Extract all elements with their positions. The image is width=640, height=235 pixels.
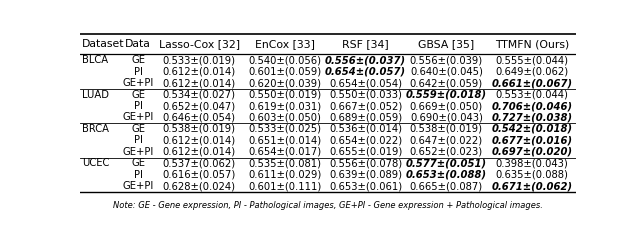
Text: 0.616±(0.057): 0.616±(0.057) xyxy=(163,170,236,180)
Text: 0.612±(0.014): 0.612±(0.014) xyxy=(163,147,236,157)
Text: GE: GE xyxy=(131,124,145,134)
Text: 0.635±(0.088): 0.635±(0.088) xyxy=(495,170,568,180)
Text: GE+PI: GE+PI xyxy=(123,113,154,122)
Text: 0.654±(0.057): 0.654±(0.057) xyxy=(325,67,406,77)
Text: Dataset: Dataset xyxy=(82,39,125,49)
Text: 0.533±(0.019): 0.533±(0.019) xyxy=(163,55,236,65)
Text: 0.665±(0.087): 0.665±(0.087) xyxy=(410,181,483,191)
Text: 0.540±(0.056): 0.540±(0.056) xyxy=(248,55,321,65)
Text: 0.653±(0.088): 0.653±(0.088) xyxy=(406,170,487,180)
Text: PI: PI xyxy=(134,170,143,180)
Text: GE: GE xyxy=(131,55,145,65)
Text: Note: GE - Gene expression, PI - Pathological images, GE+PI - Gene expression + : Note: GE - Gene expression, PI - Patholo… xyxy=(113,201,543,210)
Text: 0.667±(0.052): 0.667±(0.052) xyxy=(329,101,402,111)
Text: 0.628±(0.024): 0.628±(0.024) xyxy=(163,181,236,191)
Text: BLCA: BLCA xyxy=(82,55,108,65)
Text: 0.612±(0.014): 0.612±(0.014) xyxy=(163,135,236,145)
Text: 0.611±(0.029): 0.611±(0.029) xyxy=(248,170,321,180)
Text: 0.652±(0.047): 0.652±(0.047) xyxy=(163,101,236,111)
Text: 0.542±(0.018): 0.542±(0.018) xyxy=(492,124,572,134)
Text: 0.612±(0.014): 0.612±(0.014) xyxy=(163,78,236,88)
Text: 0.654±(0.054): 0.654±(0.054) xyxy=(329,78,402,88)
Text: 0.646±(0.054): 0.646±(0.054) xyxy=(163,113,236,122)
Text: 0.655±(0.019): 0.655±(0.019) xyxy=(329,147,402,157)
Text: PI: PI xyxy=(134,67,143,77)
Text: 0.538±(0.019): 0.538±(0.019) xyxy=(410,124,483,134)
Text: 0.661±(0.067): 0.661±(0.067) xyxy=(492,78,572,88)
Text: 0.536±(0.014): 0.536±(0.014) xyxy=(329,124,402,134)
Text: 0.654±(0.017): 0.654±(0.017) xyxy=(248,147,321,157)
Text: EnCox [33]: EnCox [33] xyxy=(255,39,315,49)
Text: 0.553±(0.044): 0.553±(0.044) xyxy=(495,90,568,100)
Text: 0.537±(0.062): 0.537±(0.062) xyxy=(163,158,236,168)
Text: GBSA [35]: GBSA [35] xyxy=(418,39,474,49)
Text: 0.556±(0.039): 0.556±(0.039) xyxy=(410,55,483,65)
Text: 0.620±(0.039): 0.620±(0.039) xyxy=(248,78,321,88)
Text: PI: PI xyxy=(134,101,143,111)
Text: UCEC: UCEC xyxy=(82,158,109,168)
Text: 0.559±(0.018): 0.559±(0.018) xyxy=(406,90,487,100)
Text: 0.577±(0.051): 0.577±(0.051) xyxy=(406,158,487,168)
Text: 0.601±(0.111): 0.601±(0.111) xyxy=(248,181,321,191)
Text: 0.652±(0.023): 0.652±(0.023) xyxy=(410,147,483,157)
Text: 0.535±(0.081): 0.535±(0.081) xyxy=(248,158,321,168)
Text: 0.654±(0.022): 0.654±(0.022) xyxy=(329,135,402,145)
Text: TTMFN (Ours): TTMFN (Ours) xyxy=(495,39,569,49)
Text: 0.697±(0.020): 0.697±(0.020) xyxy=(492,147,572,157)
Text: 0.669±(0.050): 0.669±(0.050) xyxy=(410,101,483,111)
Text: GE+PI: GE+PI xyxy=(123,181,154,191)
Text: 0.556±(0.078): 0.556±(0.078) xyxy=(329,158,402,168)
Text: 0.651±(0.014): 0.651±(0.014) xyxy=(248,135,321,145)
Text: 0.677±(0.016): 0.677±(0.016) xyxy=(492,135,572,145)
Text: 0.538±(0.019): 0.538±(0.019) xyxy=(163,124,236,134)
Text: 0.603±(0.050): 0.603±(0.050) xyxy=(248,113,321,122)
Text: BRCA: BRCA xyxy=(82,124,109,134)
Text: RSF [34]: RSF [34] xyxy=(342,39,389,49)
Text: 0.727±(0.038): 0.727±(0.038) xyxy=(492,113,572,122)
Text: 0.555±(0.044): 0.555±(0.044) xyxy=(495,55,568,65)
Text: LUAD: LUAD xyxy=(82,90,109,100)
Text: GE: GE xyxy=(131,90,145,100)
Text: 0.649±(0.062): 0.649±(0.062) xyxy=(495,67,568,77)
Text: 0.642±(0.059): 0.642±(0.059) xyxy=(410,78,483,88)
Text: 0.556±(0.037): 0.556±(0.037) xyxy=(325,55,406,65)
Text: 0.690±(0.043): 0.690±(0.043) xyxy=(410,113,483,122)
Text: GE+PI: GE+PI xyxy=(123,78,154,88)
Text: PI: PI xyxy=(134,135,143,145)
Text: 0.550±(0.033): 0.550±(0.033) xyxy=(329,90,402,100)
Text: GE: GE xyxy=(131,158,145,168)
Text: 0.640±(0.045): 0.640±(0.045) xyxy=(410,67,483,77)
Text: 0.706±(0.046): 0.706±(0.046) xyxy=(492,101,572,111)
Text: 0.612±(0.014): 0.612±(0.014) xyxy=(163,67,236,77)
Text: Lasso-Cox [32]: Lasso-Cox [32] xyxy=(159,39,240,49)
Text: 0.653±(0.061): 0.653±(0.061) xyxy=(329,181,402,191)
Text: 0.689±(0.059): 0.689±(0.059) xyxy=(329,113,402,122)
Text: Data: Data xyxy=(125,39,151,49)
Text: 0.534±(0.027): 0.534±(0.027) xyxy=(163,90,236,100)
Text: 0.398±(0.043): 0.398±(0.043) xyxy=(495,158,568,168)
Text: 0.533±(0.025): 0.533±(0.025) xyxy=(248,124,321,134)
Text: 0.619±(0.031): 0.619±(0.031) xyxy=(248,101,321,111)
Text: 0.639±(0.089): 0.639±(0.089) xyxy=(329,170,402,180)
Text: 0.671±(0.062): 0.671±(0.062) xyxy=(492,181,572,191)
Text: 0.601±(0.059): 0.601±(0.059) xyxy=(248,67,321,77)
Text: 0.647±(0.022): 0.647±(0.022) xyxy=(410,135,483,145)
Text: 0.550±(0.019): 0.550±(0.019) xyxy=(248,90,321,100)
Text: GE+PI: GE+PI xyxy=(123,147,154,157)
